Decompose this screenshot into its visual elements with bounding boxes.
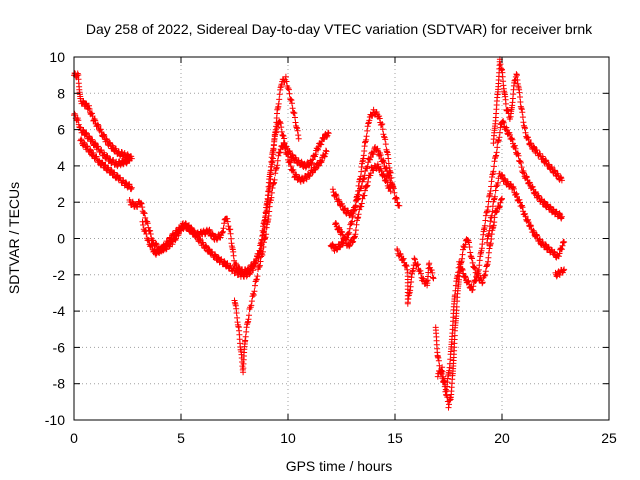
series-track-j [394, 246, 437, 307]
y-tick-label: -2 [53, 267, 66, 283]
data-points [71, 56, 568, 411]
y-tick-label: 6 [57, 122, 65, 138]
series-track-m [490, 56, 565, 184]
series-track-c [77, 136, 135, 193]
axis-ticks: 0 5 10 15 20 25 -10 -8 -6 -4 -2 0 2 4 6 8 10 [45, 49, 617, 446]
x-tick-label: 5 [177, 430, 185, 446]
y-tick-label: 10 [49, 49, 65, 65]
x-tick-label: 0 [70, 430, 78, 446]
y-tick-label: 8 [57, 85, 65, 101]
y-tick-label: 2 [57, 194, 65, 210]
y-axis-label: SDTVAR / TECUs [6, 182, 22, 294]
point-marks [490, 56, 565, 184]
grid [74, 57, 609, 420]
point-marks [231, 139, 330, 376]
y-tick-label: -4 [53, 303, 66, 319]
series-track-i [332, 161, 394, 250]
point-marks [434, 118, 565, 398]
y-tick-label: -8 [53, 376, 66, 392]
point-marks [432, 195, 505, 411]
x-axis-label: GPS time / hours [286, 458, 393, 474]
x-tick-label: 10 [280, 430, 296, 446]
y-tick-label: 0 [57, 231, 65, 247]
point-marks [484, 170, 568, 261]
point-marks [139, 118, 332, 280]
x-tick-label: 20 [494, 430, 510, 446]
point-marks [329, 144, 396, 221]
point-marks [394, 246, 437, 307]
series-track-h [329, 144, 396, 221]
series-track-n [484, 170, 568, 261]
point-marks [552, 266, 568, 280]
series-track-k [432, 195, 505, 411]
y-tick-label: 4 [57, 158, 65, 174]
point-marks [77, 136, 135, 193]
series-track-f [231, 139, 330, 376]
series-track-o [552, 266, 568, 280]
x-tick-label: 15 [387, 430, 403, 446]
chart-title: Day 258 of 2022, Sidereal Day-to-day VTE… [86, 21, 593, 37]
x-tick-label: 25 [601, 430, 617, 446]
y-tick-label: -6 [53, 339, 66, 355]
y-tick-label: -10 [45, 412, 65, 428]
series-track-l [434, 118, 565, 398]
point-marks [332, 161, 394, 250]
series-track-e [139, 118, 332, 280]
